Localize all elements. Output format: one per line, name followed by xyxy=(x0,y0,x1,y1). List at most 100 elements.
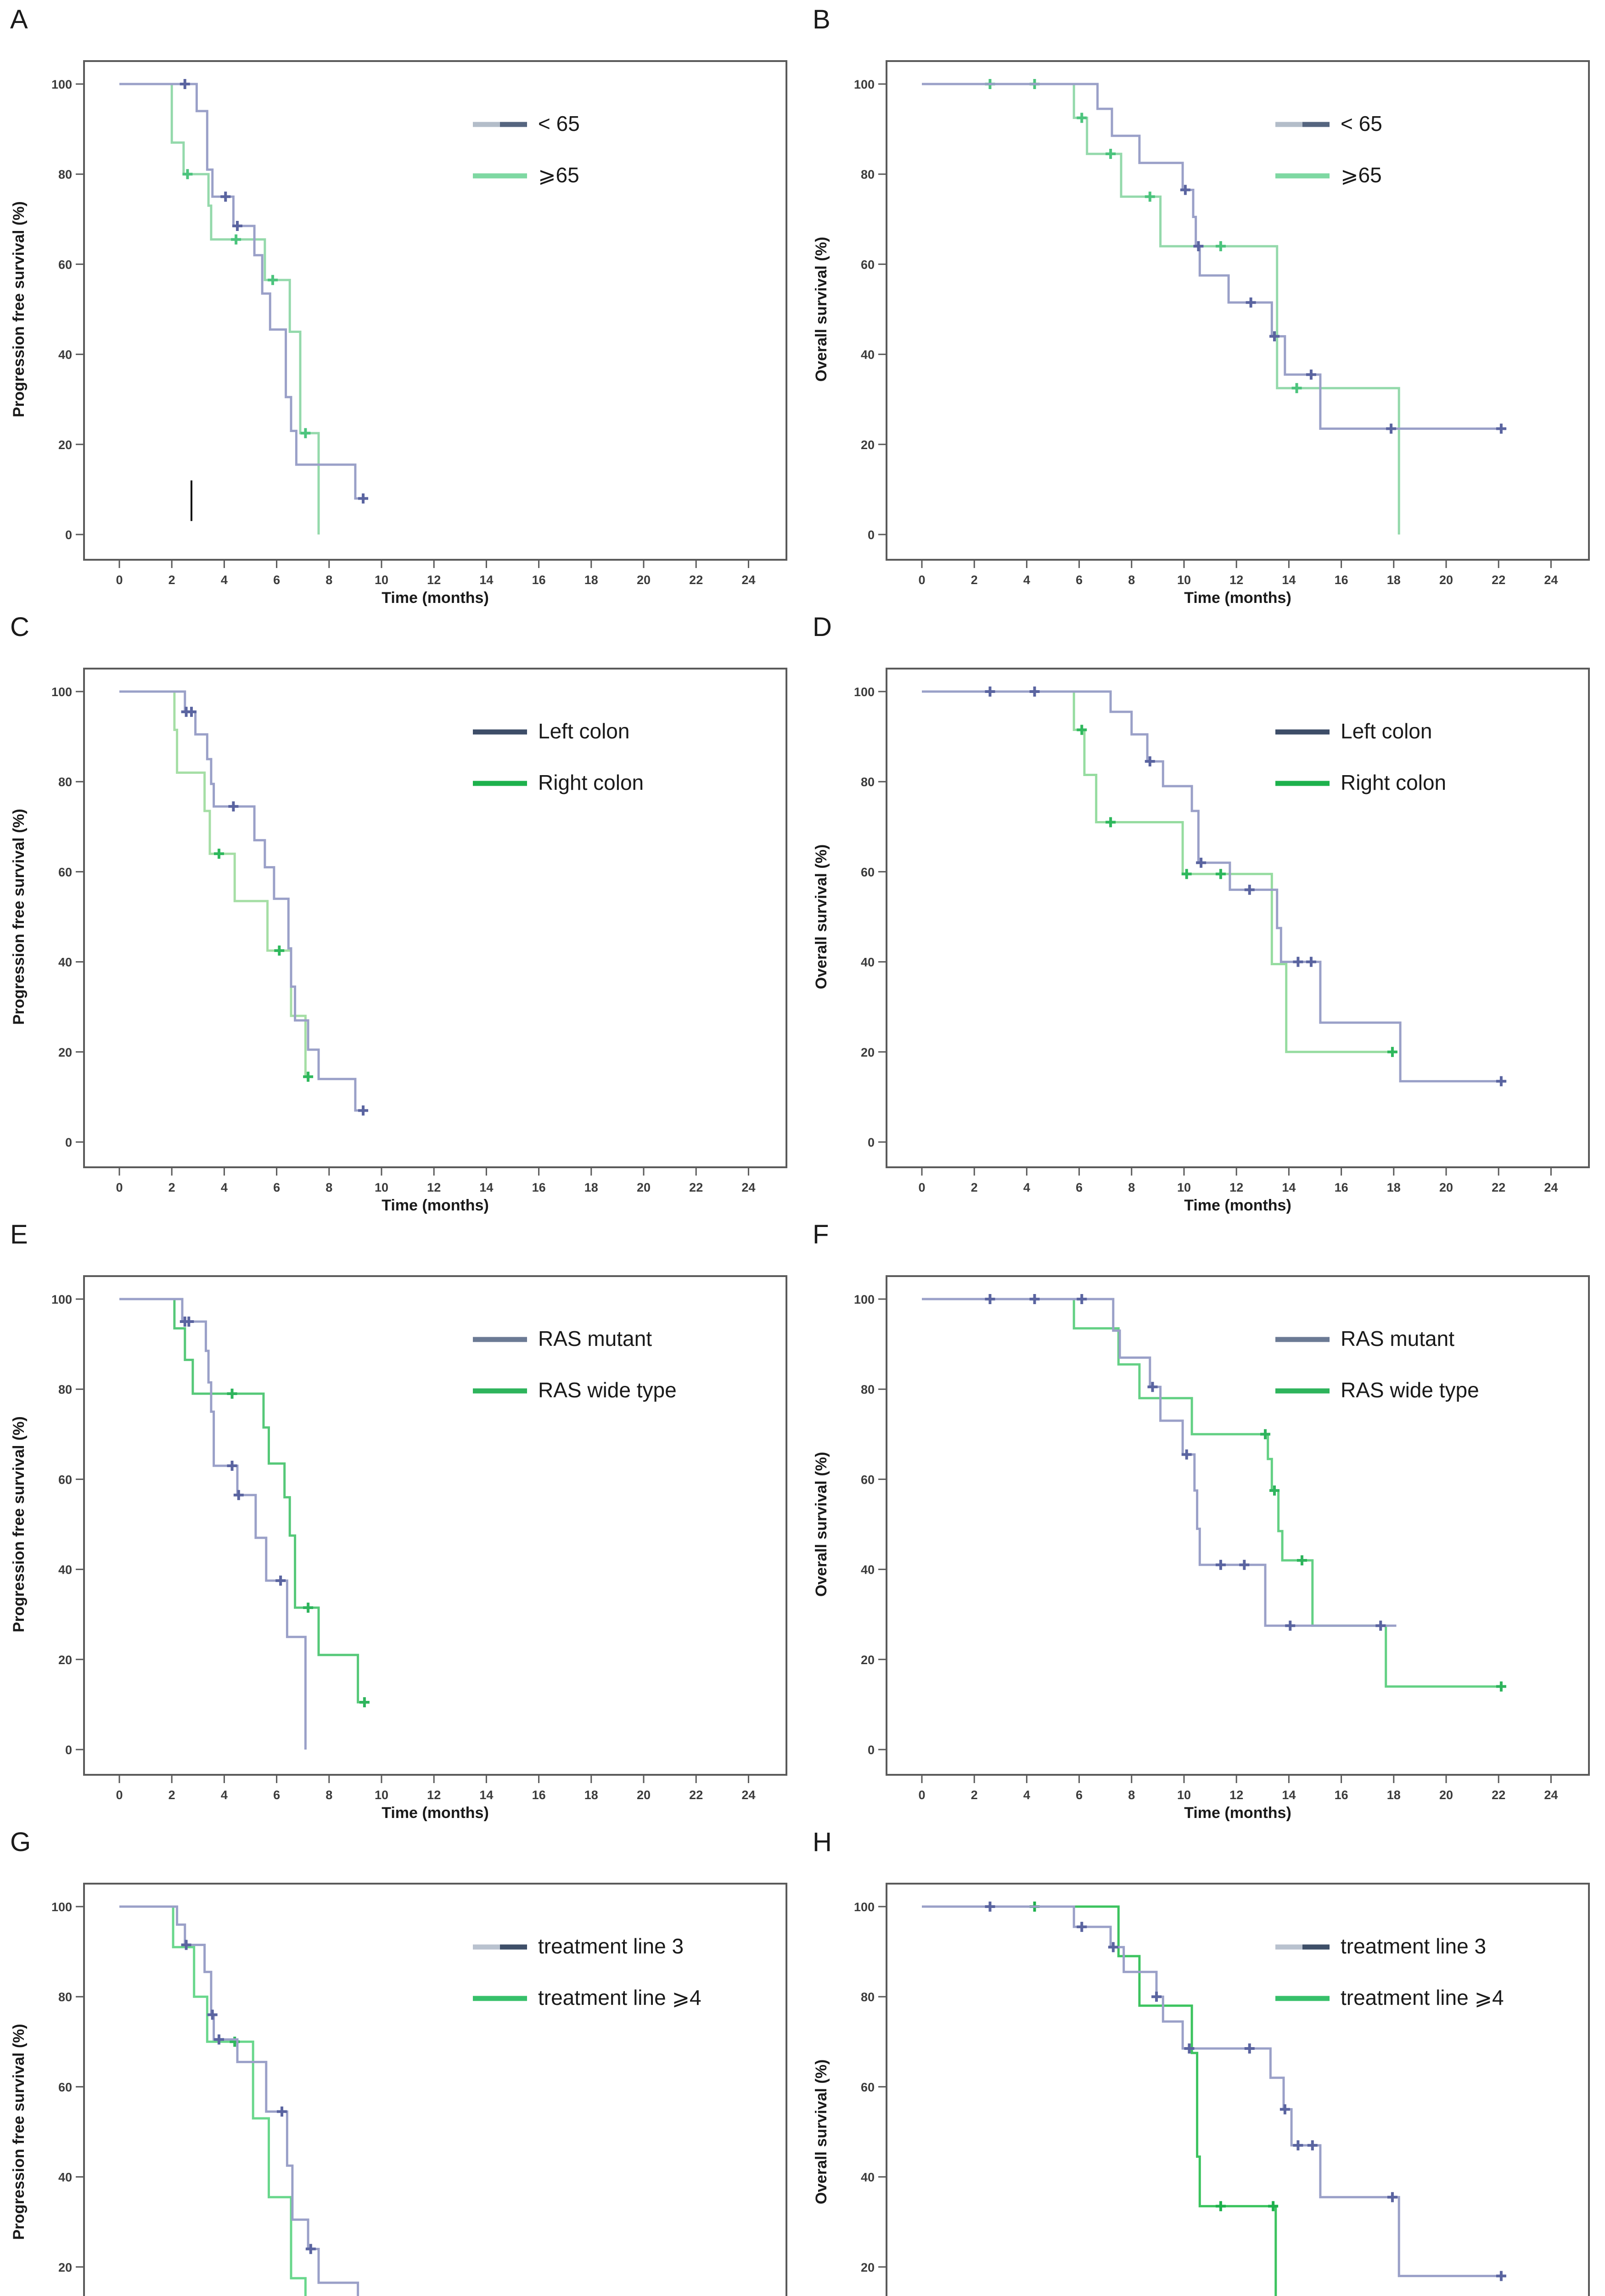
y-axis-title: Overall survival (%) xyxy=(813,2060,830,2205)
legend-label: treatment line ⩾4 xyxy=(538,1986,701,2009)
x-tick-label: 6 xyxy=(1076,573,1083,587)
x-tick-label: 18 xyxy=(584,1181,598,1194)
x-axis-title: Time (months) xyxy=(382,589,489,607)
x-tick-label: 0 xyxy=(116,1181,123,1194)
legend-label: treatment line 3 xyxy=(1341,1934,1486,1958)
y-tick-label: 60 xyxy=(58,2080,72,2094)
x-tick-label: 4 xyxy=(1023,573,1030,587)
x-tick-label: 24 xyxy=(1544,573,1558,587)
legend-label: ⩾65 xyxy=(538,163,579,187)
x-tick-label: 24 xyxy=(741,1181,755,1194)
y-tick-label: 80 xyxy=(861,775,875,789)
x-tick-label: 10 xyxy=(375,573,388,587)
y-tick-label: 40 xyxy=(861,1563,875,1577)
x-tick-label: 22 xyxy=(689,1788,703,1802)
x-tick-label: 0 xyxy=(116,1788,123,1802)
y-tick-label: 100 xyxy=(51,78,72,91)
panel-letter: B xyxy=(813,5,831,34)
y-axis-title: Overall survival (%) xyxy=(813,1452,830,1597)
x-tick-label: 20 xyxy=(637,1181,651,1194)
km-curve-blue xyxy=(922,1905,1504,2277)
x-tick-label: 20 xyxy=(1439,1788,1453,1802)
y-tick-label: 0 xyxy=(65,1136,72,1149)
y-axis-title: Progression free survival (%) xyxy=(10,1416,28,1632)
x-tick-label: 16 xyxy=(1335,573,1348,587)
km-curve-green xyxy=(922,83,1400,535)
y-tick-label: 80 xyxy=(861,168,875,181)
x-tick-label: 24 xyxy=(1544,1181,1558,1194)
panel-letter: A xyxy=(10,5,28,34)
panel-b: B 0 2 4 6 8 10 12 14 16 18 20 22 24 0 20 40 60 80 100 Time (… xyxy=(802,0,1605,608)
x-tick-label: 8 xyxy=(1128,573,1135,587)
y-axis-title: Overall survival (%) xyxy=(813,844,830,990)
legend-label: < 65 xyxy=(1341,112,1382,135)
panel-e: E 0 2 4 6 8 10 12 14 16 18 20 22 24 0 20 40 60 80 100 Time (… xyxy=(0,1215,802,1823)
y-tick-label: 20 xyxy=(58,438,72,452)
y-tick-label: 0 xyxy=(65,528,72,542)
x-tick-label: 20 xyxy=(637,573,651,587)
y-tick-label: 40 xyxy=(58,1563,72,1577)
x-tick-label: 6 xyxy=(273,1181,280,1194)
x-tick-label: 10 xyxy=(1177,1181,1191,1194)
x-tick-label: 2 xyxy=(168,1181,175,1194)
panel-d: D 0 2 4 6 8 10 12 14 16 18 20 22 24 0 20 40 60 80 100 Time (… xyxy=(802,608,1605,1215)
y-axis-title: Progression free survival (%) xyxy=(10,809,28,1025)
x-tick-label: 14 xyxy=(1282,573,1296,587)
y-tick-label: 80 xyxy=(861,1383,875,1396)
plot-frame xyxy=(886,1275,1590,1776)
y-tick-label: 100 xyxy=(854,1293,875,1306)
y-tick-label: 60 xyxy=(58,865,72,879)
y-tick-label: 80 xyxy=(58,1383,72,1396)
x-tick-label: 4 xyxy=(221,1788,228,1802)
x-axis-title: Time (months) xyxy=(1184,1197,1291,1214)
y-tick-label: 60 xyxy=(58,1473,72,1486)
x-tick-label: 12 xyxy=(427,1181,441,1194)
panel-c: C 0 2 4 6 8 10 12 14 16 18 20 22 24 0 20 40 60 80 100 Time (… xyxy=(0,608,802,1215)
x-tick-label: 0 xyxy=(918,573,925,587)
y-tick-label: 40 xyxy=(58,2171,72,2184)
y-tick-label: 60 xyxy=(58,258,72,271)
legend-label: RAS wide type xyxy=(538,1378,677,1402)
panel-f: F 0 2 4 6 8 10 12 14 16 18 20 22 24 0 20 40 60 80 100 Time (… xyxy=(802,1215,1605,1823)
x-tick-label: 2 xyxy=(168,573,175,587)
y-tick-label: 60 xyxy=(861,2080,875,2094)
x-tick-label: 6 xyxy=(1076,1181,1083,1194)
x-tick-label: 18 xyxy=(584,1788,598,1802)
x-tick-label: 20 xyxy=(1439,1181,1453,1194)
km-curve-green xyxy=(119,1298,366,1704)
x-tick-label: 20 xyxy=(637,1788,651,1802)
y-tick-label: 0 xyxy=(868,1136,875,1149)
x-tick-label: 2 xyxy=(971,573,978,587)
panel-letter: H xyxy=(813,1827,832,1857)
x-tick-label: 24 xyxy=(741,573,755,587)
plot-frame xyxy=(886,668,1590,1168)
x-tick-label: 24 xyxy=(741,1788,755,1802)
y-tick-label: 20 xyxy=(861,438,875,452)
y-tick-label: 40 xyxy=(861,956,875,969)
x-axis-title: Time (months) xyxy=(1184,589,1291,607)
x-axis-title: Time (months) xyxy=(382,1197,489,1214)
x-tick-label: 20 xyxy=(1439,573,1453,587)
x-tick-label: 8 xyxy=(325,573,332,587)
legend-label: RAS mutant xyxy=(1341,1327,1454,1351)
x-tick-label: 16 xyxy=(532,1788,546,1802)
x-axis-title: Time (months) xyxy=(1184,1804,1291,1822)
plot-frame xyxy=(83,668,787,1168)
x-tick-label: 22 xyxy=(1492,1788,1505,1802)
x-tick-label: 16 xyxy=(532,573,546,587)
y-tick-label: 20 xyxy=(861,1046,875,1059)
x-tick-label: 18 xyxy=(1387,573,1401,587)
x-axis-title: Time (months) xyxy=(382,1804,489,1822)
y-axis-title: Progression free survival (%) xyxy=(10,201,28,417)
x-tick-label: 0 xyxy=(116,573,123,587)
x-tick-label: 2 xyxy=(971,1788,978,1802)
x-tick-label: 12 xyxy=(1229,1788,1243,1802)
panel-letter: F xyxy=(813,1220,829,1249)
x-tick-label: 24 xyxy=(1544,1788,1558,1802)
y-tick-label: 40 xyxy=(861,2171,875,2184)
plot-frame xyxy=(83,60,787,561)
